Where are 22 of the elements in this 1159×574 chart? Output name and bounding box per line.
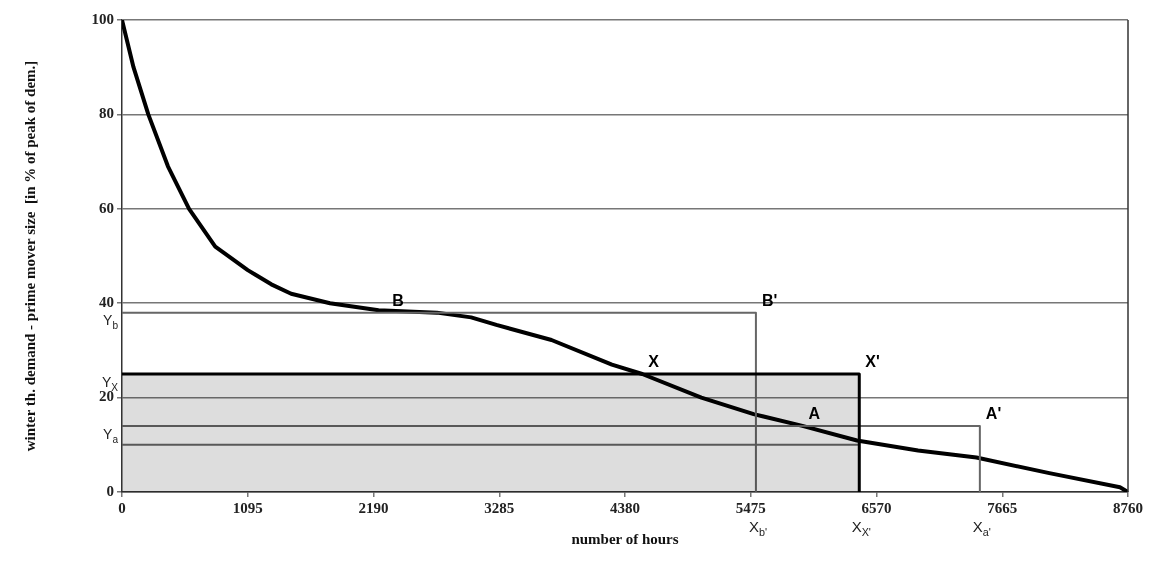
x-tick-label: 1095	[232, 499, 263, 516]
x-tick-label: 3285	[484, 499, 515, 516]
x-tick-label: 7665	[987, 499, 1018, 516]
annotation: B	[392, 292, 404, 310]
y-tick-label: 80	[99, 105, 114, 122]
x-tick-label: 8760	[1113, 499, 1143, 516]
x-tick-label: 0	[118, 499, 126, 516]
x-axis-title: number of hours	[571, 530, 679, 547]
y-tick-label: 60	[99, 199, 114, 216]
x-tick-label: 6570	[861, 499, 892, 516]
y-tick-label: 0	[106, 482, 114, 499]
annotation: A'	[985, 405, 1002, 423]
x-tick-label: 4380	[610, 499, 640, 516]
x-tick-label: 2190	[358, 499, 389, 516]
annotation: B'	[761, 292, 778, 310]
annotation: X	[648, 353, 660, 371]
x-tick-label: 5475	[735, 499, 766, 516]
annotation: A	[808, 405, 821, 423]
y-axis-title: winter th. demand - prime mover size [in % of peak of dem.]	[21, 60, 38, 452]
y-tick-label: 40	[99, 294, 114, 311]
annotation: X'	[865, 353, 880, 371]
y-tick-label: 100	[91, 10, 114, 27]
